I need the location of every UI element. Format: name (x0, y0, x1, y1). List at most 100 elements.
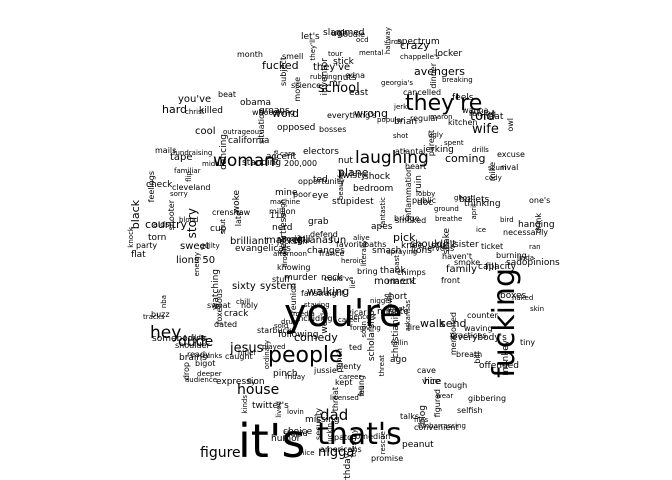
word-small: practices (450, 331, 487, 340)
word-small: bridge (394, 214, 420, 223)
word-small: spraying (387, 248, 418, 256)
word-fun: fun (330, 235, 347, 246)
word-small: check (146, 180, 173, 190)
word-small: bosses (319, 125, 347, 134)
word-small: subject (279, 57, 288, 86)
word-small: popular (377, 116, 404, 124)
word-small: evangelicals (235, 244, 291, 254)
word-thats: that's (317, 417, 402, 452)
word-small: minute (377, 307, 409, 317)
word-small: month (237, 50, 263, 59)
word-small: ice (476, 226, 487, 234)
word-small: california (228, 136, 270, 146)
word-small: party (136, 241, 158, 250)
word-small: standing (242, 158, 282, 168)
word-small: everything's (327, 111, 377, 120)
word-small: promise (371, 454, 404, 463)
word-small: neck (321, 273, 343, 283)
word-small: chimps (397, 268, 426, 277)
word-small: attempt (277, 235, 306, 243)
word-small: punch (335, 348, 344, 373)
word-small: care (280, 150, 296, 158)
word-small: atlanta (395, 147, 424, 156)
word-comedy: comedy (294, 331, 338, 344)
word-small: somebody's (152, 334, 206, 344)
word-small: career (338, 316, 361, 324)
word-small: cave (417, 366, 436, 375)
word-small: poor (293, 190, 312, 199)
word-small: wanna (462, 106, 489, 115)
word-small: capacity (478, 262, 516, 272)
word-lions: lions 50 (176, 255, 216, 266)
word-small: sweat (207, 301, 231, 310)
word-small: nerd (272, 223, 293, 233)
word-hard: hard (162, 103, 188, 116)
word-small: inflammation (404, 167, 413, 221)
word-small: knock (127, 227, 135, 248)
word-small: burning (496, 251, 527, 260)
word-small: plenty (336, 362, 362, 371)
word-small: drop (182, 362, 191, 381)
word-small: alive (353, 234, 370, 242)
word-figure: figure (200, 445, 241, 461)
word-small: afternoon (273, 250, 307, 258)
word-small: chappelle's (400, 53, 440, 61)
word-small: counter (467, 311, 498, 320)
word-small: trunks (200, 352, 223, 360)
word-small: movie (293, 77, 302, 102)
word-small: fallin (391, 339, 409, 347)
word-small: twisty (339, 171, 366, 181)
word-small: beat (218, 90, 237, 99)
word-small: opportunity (298, 177, 345, 186)
word-small: waving (464, 324, 493, 333)
word-country: country (145, 218, 188, 231)
word-small: nigger (370, 297, 393, 305)
word-small: career (339, 373, 362, 381)
word-small: short (384, 292, 408, 302)
word-small: crack (224, 309, 249, 319)
word-small: ghost (454, 194, 474, 202)
word-small: bird (500, 216, 514, 224)
word-small: cleveland (172, 183, 211, 192)
word-small: apes (371, 222, 393, 232)
word-small: patch (334, 433, 357, 442)
word-small: public (412, 196, 437, 205)
word-small: regular (410, 114, 439, 123)
word-youve: you've (178, 94, 212, 105)
word-small: jackson (277, 237, 308, 246)
word-small: idea (272, 150, 280, 165)
word-small: fuckin (326, 423, 334, 445)
word-small: vicar (347, 308, 367, 317)
word-small: talks (400, 412, 420, 421)
word-crazy: crazy (400, 39, 430, 52)
word-small: ted (349, 343, 363, 352)
word-sixty: sixty (232, 281, 256, 292)
word-small: smell (282, 52, 304, 61)
word-small: pilots (188, 334, 208, 342)
word-small: peanut (402, 440, 434, 450)
word-small: played (262, 343, 286, 351)
word-wrong: wrong (354, 107, 388, 120)
word-small: lions (411, 246, 432, 256)
word-small: edna (345, 71, 365, 80)
word-small: americans (320, 445, 362, 454)
word-small: doc (417, 198, 434, 208)
word-small: birthday (343, 453, 353, 480)
word-small: staying (304, 301, 330, 309)
word-small: thinking (464, 199, 501, 209)
word-small: stupid (283, 429, 308, 438)
word-small: jussie (314, 366, 337, 375)
word-small: marc.k (387, 277, 415, 286)
word-small: let's (301, 32, 320, 42)
word-brilliant: brilliant (230, 236, 268, 247)
word-small: slammed (323, 28, 365, 38)
word-small: audience (185, 376, 218, 384)
word-small: brains (179, 353, 207, 363)
word-small: aids (153, 220, 170, 229)
word-small: changes (307, 246, 345, 256)
word-small: cody (485, 174, 502, 182)
word-nigga: nigga (318, 445, 355, 460)
word-family: family (446, 264, 477, 275)
word-small: knee (401, 241, 423, 251)
word-small: excuse (497, 150, 525, 159)
